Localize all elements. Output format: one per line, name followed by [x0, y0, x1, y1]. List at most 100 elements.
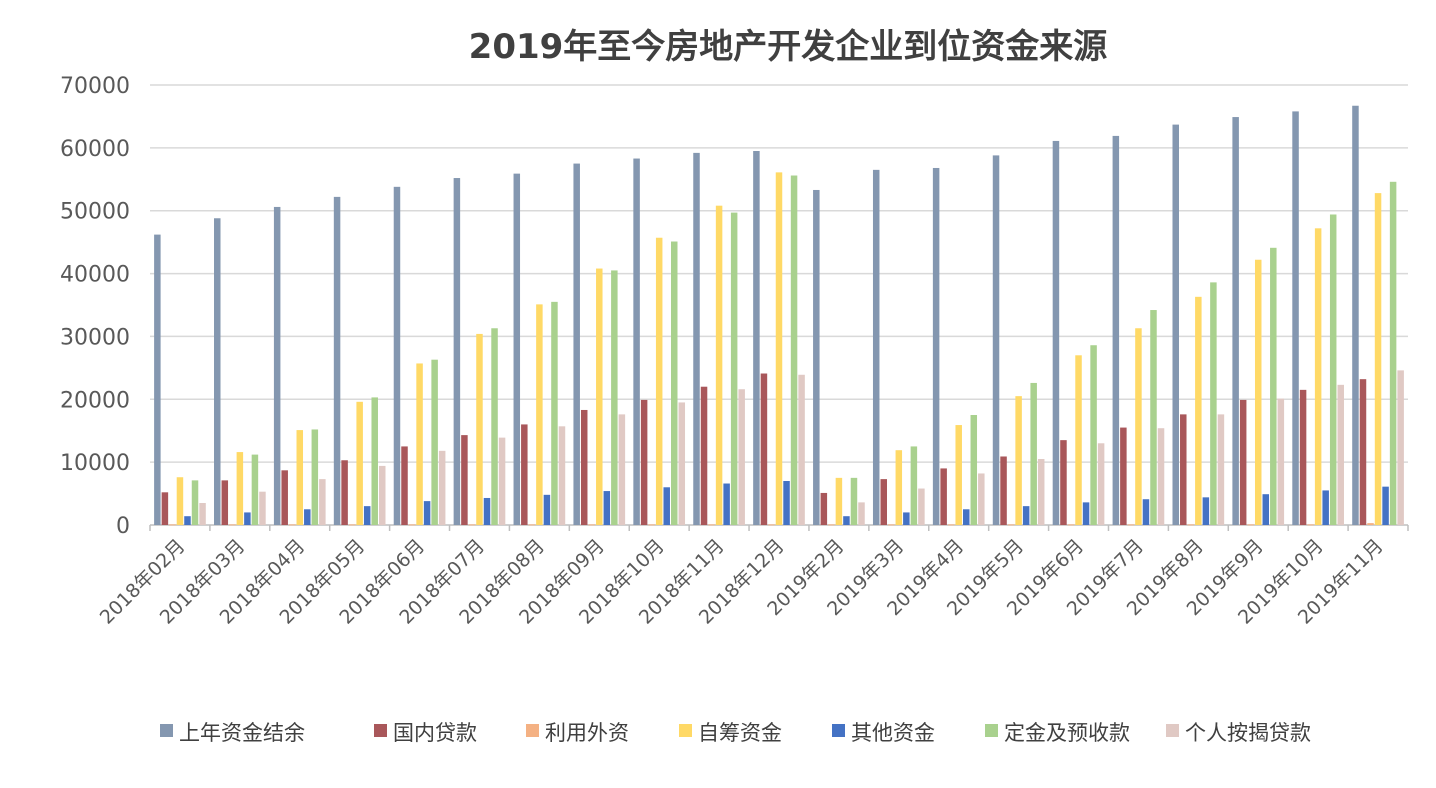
bar-0-11	[813, 189, 820, 525]
bar-6-15	[1097, 443, 1105, 525]
bar-6-13	[978, 473, 985, 525]
bar-3-16	[1135, 328, 1142, 525]
bar-4-18	[1262, 494, 1270, 525]
legend-label-6: 个人按揭贷款	[1185, 721, 1311, 745]
bar-6-8	[678, 402, 686, 525]
bar-6-19	[1337, 384, 1344, 525]
x-axis: 2018年02月2018年03月2018年04月2018年05月2018年06月…	[96, 525, 1409, 629]
bar-4-7	[603, 491, 611, 525]
bar-4-13	[962, 509, 970, 525]
bar-5-4	[431, 359, 438, 525]
bar-1-5	[461, 435, 468, 525]
bar-4-10	[783, 481, 790, 525]
bar-0-19	[1292, 111, 1299, 526]
bar-0-17	[1172, 124, 1179, 525]
bar-1-1	[221, 480, 229, 525]
bar-1-20	[1359, 379, 1367, 525]
bar-2-3	[348, 524, 356, 526]
chart-title: 2019年至今房地产开发企业到位资金来源	[469, 27, 1108, 67]
bar-2-8	[648, 524, 655, 526]
bar-2-13	[947, 524, 955, 526]
bar-4-2	[304, 509, 311, 525]
bar-1-3	[341, 460, 348, 525]
bar-0-4	[393, 186, 401, 526]
legend-swatch-0	[160, 724, 173, 737]
bar-5-16	[1150, 310, 1157, 525]
bar-1-10	[760, 373, 768, 525]
bar-6-6	[558, 426, 566, 525]
bar-3-2	[296, 430, 304, 525]
bar-1-17	[1180, 414, 1187, 525]
bar-1-18	[1239, 399, 1247, 525]
bar-3-7	[596, 268, 603, 525]
y-tick-label: 60000	[60, 137, 130, 162]
bar-3-14	[1015, 396, 1022, 525]
bar-4-11	[843, 516, 850, 525]
bar-2-20	[1367, 523, 1374, 525]
legend-swatch-5	[985, 724, 998, 737]
bar-2-9	[708, 524, 715, 526]
bar-6-1	[259, 491, 266, 525]
bar-2-6	[528, 524, 536, 526]
bar-1-7	[580, 409, 588, 525]
bar-0-20	[1352, 105, 1359, 525]
bar-6-4	[438, 450, 446, 525]
bar-1-16	[1120, 427, 1127, 525]
bar-5-14	[1030, 382, 1037, 525]
bar-6-12	[918, 488, 925, 525]
bar-0-18	[1232, 117, 1239, 526]
bar-6-0	[199, 503, 206, 525]
bar-4-20	[1382, 486, 1389, 525]
bar-0-0	[154, 234, 161, 525]
bar-4-12	[903, 512, 910, 525]
legend-label-0: 上年资金结余	[179, 721, 305, 745]
bar-4-1	[244, 512, 251, 525]
bar-3-10	[775, 172, 783, 525]
bar-5-18	[1270, 247, 1277, 526]
legend: 上年资金结余 国内贷款 利用外资 自筹资金 其他资金 定金及预收款 个人按揭贷款	[160, 721, 1311, 745]
bar-3-13	[955, 425, 962, 525]
bar-4-17	[1202, 497, 1210, 525]
bar-4-5	[483, 497, 491, 525]
bar-0-9	[693, 152, 700, 525]
bar-6-7	[618, 414, 626, 525]
bar-2-16	[1127, 524, 1135, 526]
bar-3-0	[176, 477, 184, 525]
bar-5-6	[551, 301, 558, 525]
bar-0-16	[1112, 135, 1120, 525]
bar-6-18	[1277, 398, 1285, 525]
bar-1-4	[401, 446, 408, 525]
bar-0-7	[573, 163, 580, 526]
bar-4-15	[1082, 502, 1090, 525]
legend-swatch-1	[374, 724, 387, 737]
bar-1-14	[1000, 456, 1007, 525]
bar-1-2	[281, 470, 288, 525]
bar-4-4	[423, 501, 431, 525]
bar-0-10	[753, 151, 760, 525]
bar-0-3	[333, 196, 341, 525]
bar-5-9	[730, 212, 738, 525]
y-tick-label: 10000	[60, 451, 130, 476]
bar-5-12	[910, 446, 918, 525]
bar-2-17	[1187, 524, 1195, 526]
legend-swatch-4	[832, 724, 845, 737]
bar-5-2	[311, 429, 319, 525]
bar-3-11	[835, 477, 843, 525]
y-axis: 0 10000 20000 30000 40000 50000 60000 70000	[60, 74, 130, 539]
bar-6-2	[319, 479, 326, 525]
bar-0-6	[513, 173, 521, 525]
bar-6-11	[858, 502, 865, 525]
bar-1-13	[940, 468, 947, 525]
bar-6-10	[798, 374, 805, 525]
y-tick-label: 0	[116, 514, 130, 539]
bar-4-8	[663, 487, 670, 525]
bar-0-15	[1052, 140, 1060, 525]
bar-6-14	[1037, 459, 1045, 525]
bar-2-1	[229, 524, 236, 526]
bar-5-1	[251, 454, 259, 525]
bar-0-1	[214, 218, 221, 525]
bar-3-9	[715, 205, 723, 525]
bar-3-19	[1314, 228, 1322, 526]
bar-2-14	[1007, 524, 1015, 526]
bar-1-12	[880, 479, 887, 525]
